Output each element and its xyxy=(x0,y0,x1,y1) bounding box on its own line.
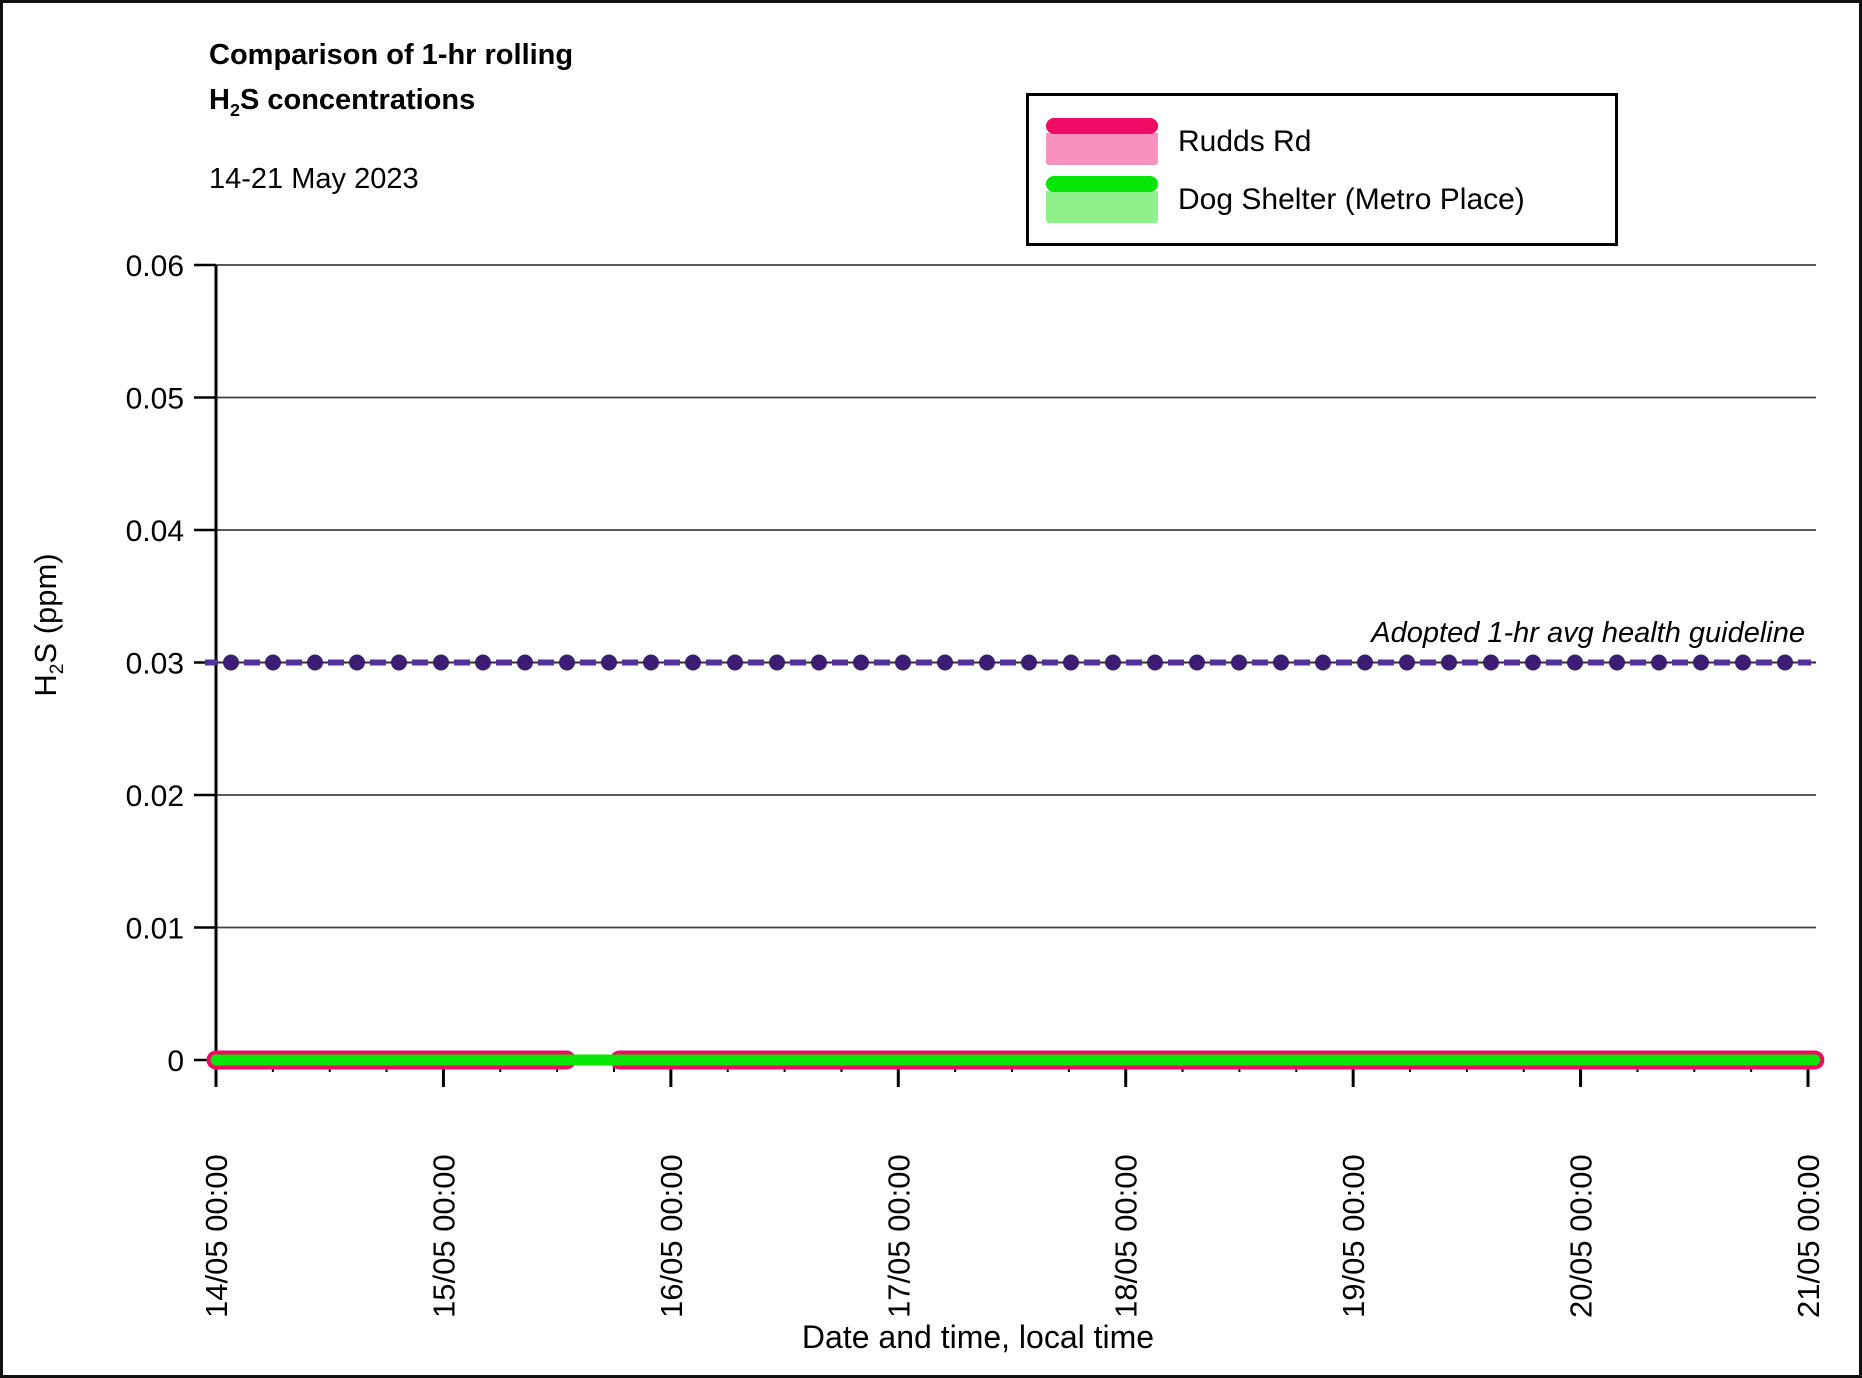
guideline-dot xyxy=(1063,654,1079,671)
legend-label-rudds-rd: Rudds Rd xyxy=(1178,124,1312,158)
chart-plot-area: 0 0.01 0.02 0.03 0.04 0.05 0.06 14/05 00:00 15/0… xyxy=(126,250,1826,1318)
gridlines xyxy=(216,264,1816,929)
x-tick-label: 20/05 00:00 xyxy=(1564,1154,1599,1318)
y-tick-label: 0 xyxy=(167,1045,184,1078)
guideline-dot xyxy=(1105,654,1121,671)
legend-shade-dog-shelter xyxy=(1046,191,1158,223)
chart-title-line2: H2S concentrations xyxy=(209,84,476,120)
guideline-dot xyxy=(979,654,995,671)
guideline-dot xyxy=(643,654,659,671)
y-tick-label: 0.06 xyxy=(126,250,184,283)
guideline-dot xyxy=(1567,654,1583,671)
legend-line-rudds-rd xyxy=(1046,118,1158,134)
guideline-dot xyxy=(685,654,701,671)
y-tick-label: 0.03 xyxy=(126,648,184,681)
guideline-dot xyxy=(727,654,743,671)
guideline-dot xyxy=(307,654,323,671)
legend-item-dog-shelter: Dog Shelter (Metro Place) xyxy=(1046,176,1605,223)
legend-swatch-dog-shelter xyxy=(1046,176,1158,223)
x-tick-label: 18/05 00:00 xyxy=(1109,1154,1144,1318)
guideline-dot xyxy=(601,654,617,671)
x-axis-title: Date and time, local time xyxy=(801,1319,1155,1355)
guideline-dot xyxy=(1609,654,1625,671)
chart-title-block: Comparison of 1-hr rolling H2S concentra… xyxy=(209,33,573,202)
guideline-dot xyxy=(1651,654,1667,671)
guideline-dot xyxy=(1483,654,1499,671)
y-tick-label: 0.02 xyxy=(126,780,184,813)
guideline-dot xyxy=(1441,654,1457,671)
guideline-dot xyxy=(1189,654,1205,671)
guideline-dot xyxy=(223,654,239,671)
legend-item-rudds-rd: Rudds Rd xyxy=(1046,118,1605,165)
legend-box: Rudds Rd Dog Shelter (Metro Place) xyxy=(1026,93,1618,246)
guideline-dot xyxy=(1021,654,1037,671)
guideline-dot xyxy=(265,654,281,671)
guideline-dot xyxy=(1525,654,1541,671)
guideline-dot xyxy=(1357,654,1373,671)
guideline-dot xyxy=(1273,654,1289,671)
guideline-dot xyxy=(769,654,785,671)
chart-subtitle: 14-21 May 2023 xyxy=(209,162,419,195)
y-tick-label: 0.04 xyxy=(126,515,184,548)
y-tick-label: 0.01 xyxy=(126,913,184,946)
y-axis-ticks: 0 0.01 0.02 0.03 0.04 0.05 0.06 xyxy=(126,250,216,1078)
guideline-dot xyxy=(391,654,407,671)
guideline-dot xyxy=(895,654,911,671)
legend-shade-rudds-rd xyxy=(1046,133,1158,165)
legend-swatch-rudds-rd xyxy=(1046,118,1158,165)
guideline-dot xyxy=(1315,654,1331,671)
x-tick-label: 17/05 00:00 xyxy=(881,1154,916,1318)
x-tick-label: 16/05 00:00 xyxy=(654,1154,689,1318)
legend-label-dog-shelter: Dog Shelter (Metro Place) xyxy=(1178,182,1525,216)
guideline-dot xyxy=(433,654,449,671)
guideline-dot xyxy=(1399,654,1415,671)
guideline-dot xyxy=(475,654,491,671)
x-tick-label: 15/05 00:00 xyxy=(426,1154,461,1318)
chart-title-line1: Comparison of 1-hr rolling xyxy=(209,39,574,71)
guideline-dot xyxy=(811,654,827,671)
guideline-dot xyxy=(517,654,533,671)
y-tick-label: 0.05 xyxy=(126,383,184,416)
x-tick-label: 14/05 00:00 xyxy=(199,1154,234,1318)
x-axis-ticks: 14/05 00:00 15/05 00:00 16/05 00:00 17/05 0… xyxy=(199,1060,1826,1318)
guideline-dot xyxy=(937,654,953,671)
guideline-annotation: Adopted 1-hr avg health guideline xyxy=(1371,617,1805,649)
guideline-dot xyxy=(1231,654,1247,671)
x-tick-label: 21/05 00:00 xyxy=(1791,1154,1826,1318)
guideline-dot xyxy=(559,654,575,671)
x-tick-label: 19/05 00:00 xyxy=(1336,1154,1371,1318)
y-axis-title: H2S (ppm) xyxy=(28,553,69,697)
health-guideline xyxy=(205,654,1816,671)
guideline-dot xyxy=(1693,654,1709,671)
guideline-dot xyxy=(1735,654,1751,671)
guideline-dot xyxy=(853,654,869,671)
guideline-dot xyxy=(1777,654,1793,671)
guideline-dot xyxy=(1147,654,1163,671)
legend-line-dog-shelter xyxy=(1046,176,1158,192)
guideline-dot xyxy=(349,654,365,671)
